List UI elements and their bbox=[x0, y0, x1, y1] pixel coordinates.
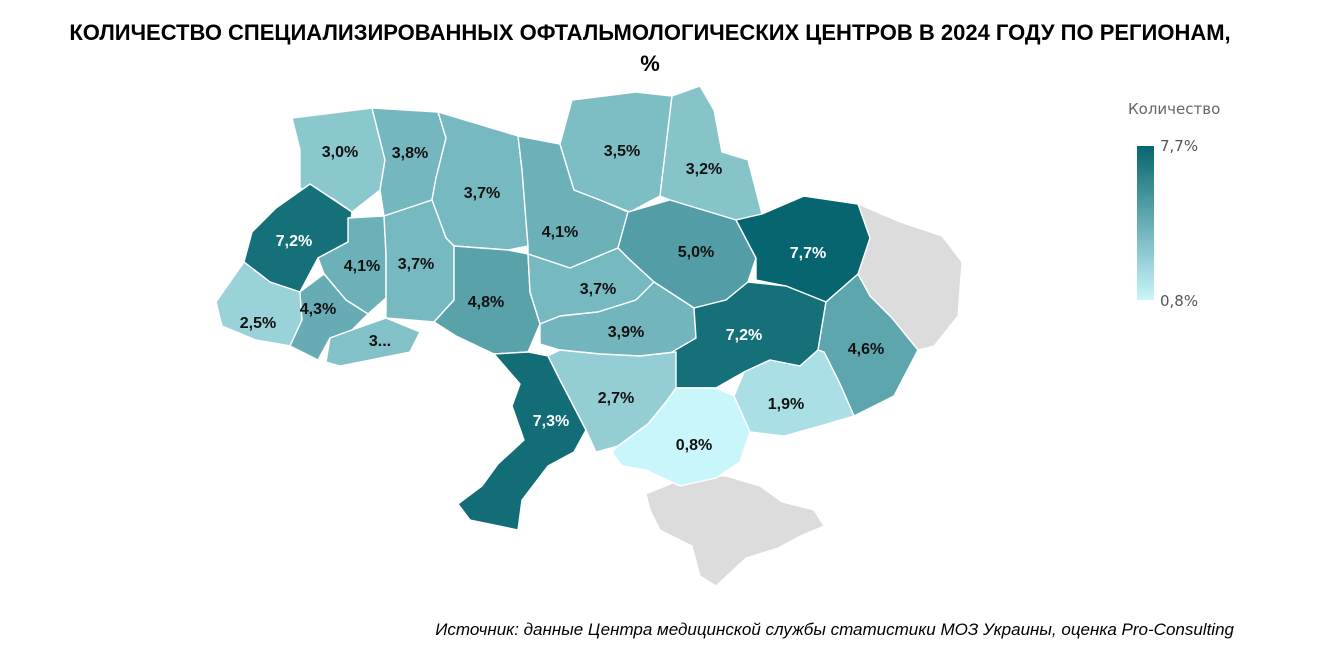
region-kherson bbox=[611, 387, 751, 487]
region-chernivtsi bbox=[325, 317, 421, 367]
legend-title: Количество bbox=[1128, 100, 1221, 118]
region-label-khmelnytskyi: 3,7% bbox=[398, 256, 434, 273]
region-label-kirovohrad: 3,9% bbox=[608, 324, 644, 341]
region-label-volyn: 3,0% bbox=[322, 144, 358, 161]
region-label-vinnytsia: 4,8% bbox=[468, 294, 504, 311]
region-label-chernivtsi: 3... bbox=[369, 333, 391, 350]
region-label-poltava: 5,0% bbox=[678, 244, 714, 261]
region-label-luhansk: 4,6% bbox=[848, 341, 884, 358]
no-data-areas bbox=[645, 202, 963, 587]
region-label-chernihiv: 3,5% bbox=[604, 143, 640, 160]
region-label-mykolaiv: 2,7% bbox=[598, 390, 634, 407]
region-label-kharkiv: 7,7% bbox=[790, 245, 826, 262]
region-label-kyiv: 4,1% bbox=[542, 224, 578, 241]
map-title: КОЛИЧЕСТВО СПЕЦИАЛИЗИРОВАННЫХ ОФТАЛЬМОЛО… bbox=[69, 20, 1231, 76]
region-label-dnipro: 7,2% bbox=[726, 327, 762, 344]
region-zhytomyr bbox=[431, 111, 529, 251]
region-label-zhytomyr: 3,7% bbox=[464, 185, 500, 202]
region-label-rivne: 3,8% bbox=[392, 145, 428, 162]
region-sumy bbox=[659, 85, 763, 221]
legend-min-label: 0,8% bbox=[1160, 292, 1199, 310]
region-labels: 3,0% 3,8% 3,7% 4,1% 3,5% 3,2% 7,2% 4,1% 3,7% 5,0%… bbox=[240, 143, 884, 454]
region-label-lviv: 7,2% bbox=[276, 233, 312, 250]
source-note: Источник: данные Центра медицинской служ… bbox=[435, 620, 1234, 639]
regions bbox=[215, 85, 919, 531]
region-label-zakarpattia: 2,5% bbox=[240, 315, 276, 332]
region-label-sumy: 3,2% bbox=[686, 161, 722, 178]
region-label-cherkasy: 3,7% bbox=[580, 281, 616, 298]
region-label-donetsk: 1,9% bbox=[768, 396, 804, 413]
legend-max-label: 7,7% bbox=[1160, 137, 1199, 155]
region-label-ivano-frankivsk: 4,3% bbox=[300, 301, 336, 318]
no-data-area-2 bbox=[645, 475, 825, 587]
region-label-odesa: 7,3% bbox=[533, 413, 569, 430]
region-label-ternopil: 4,1% bbox=[344, 258, 380, 275]
region-label-kherson: 0,8% bbox=[676, 437, 712, 454]
legend-color-scale bbox=[1137, 146, 1154, 300]
